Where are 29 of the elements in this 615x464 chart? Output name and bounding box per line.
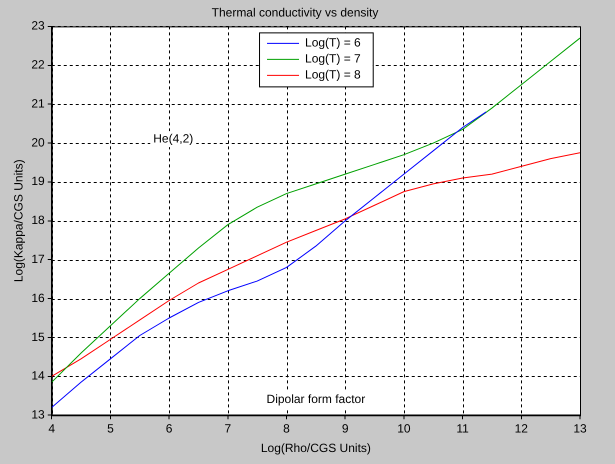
legend-label: Log(T) = 7: [305, 52, 362, 66]
y-tick-label: 20: [31, 135, 46, 150]
x-tick-label: 4: [48, 422, 56, 436]
annotation: Dipolar form factor: [266, 392, 366, 406]
x-tick-label: 6: [166, 422, 173, 436]
x-tick-label: 13: [573, 422, 587, 436]
x-tick-label: 7: [224, 422, 232, 436]
x-tick-label: 11: [456, 422, 470, 436]
x-tick-label: 9: [342, 422, 349, 436]
legend-label: Log(T) = 6: [305, 36, 362, 50]
y-tick-label: 16: [31, 290, 46, 305]
x-tick-label: 10: [397, 422, 411, 436]
x-tick-label: 12: [514, 422, 528, 436]
y-tick-label: 18: [31, 213, 46, 228]
x-tick-label: 5: [107, 422, 114, 436]
y-tick-label: 21: [31, 96, 46, 110]
annotation: He(4,2): [153, 131, 194, 146]
x-tick-label: 8: [283, 422, 290, 436]
y-axis-title: Log(Kappa/CGS Units): [12, 159, 26, 282]
chart-title: Thermal conductivity vs density: [212, 6, 378, 20]
y-tick-label: 17: [31, 252, 46, 266]
y-tick-label: 15: [31, 330, 46, 344]
y-tick-label: 19: [31, 174, 46, 188]
y-tick-label: 22: [31, 58, 46, 72]
y-tick-label: 23: [31, 18, 46, 33]
y-tick-label: 14: [31, 368, 46, 383]
x-axis-title: Log(Rho/CGS Units): [260, 441, 371, 456]
legend-label: Log(T) = 8: [305, 68, 362, 82]
y-tick-label: 13: [31, 408, 46, 422]
